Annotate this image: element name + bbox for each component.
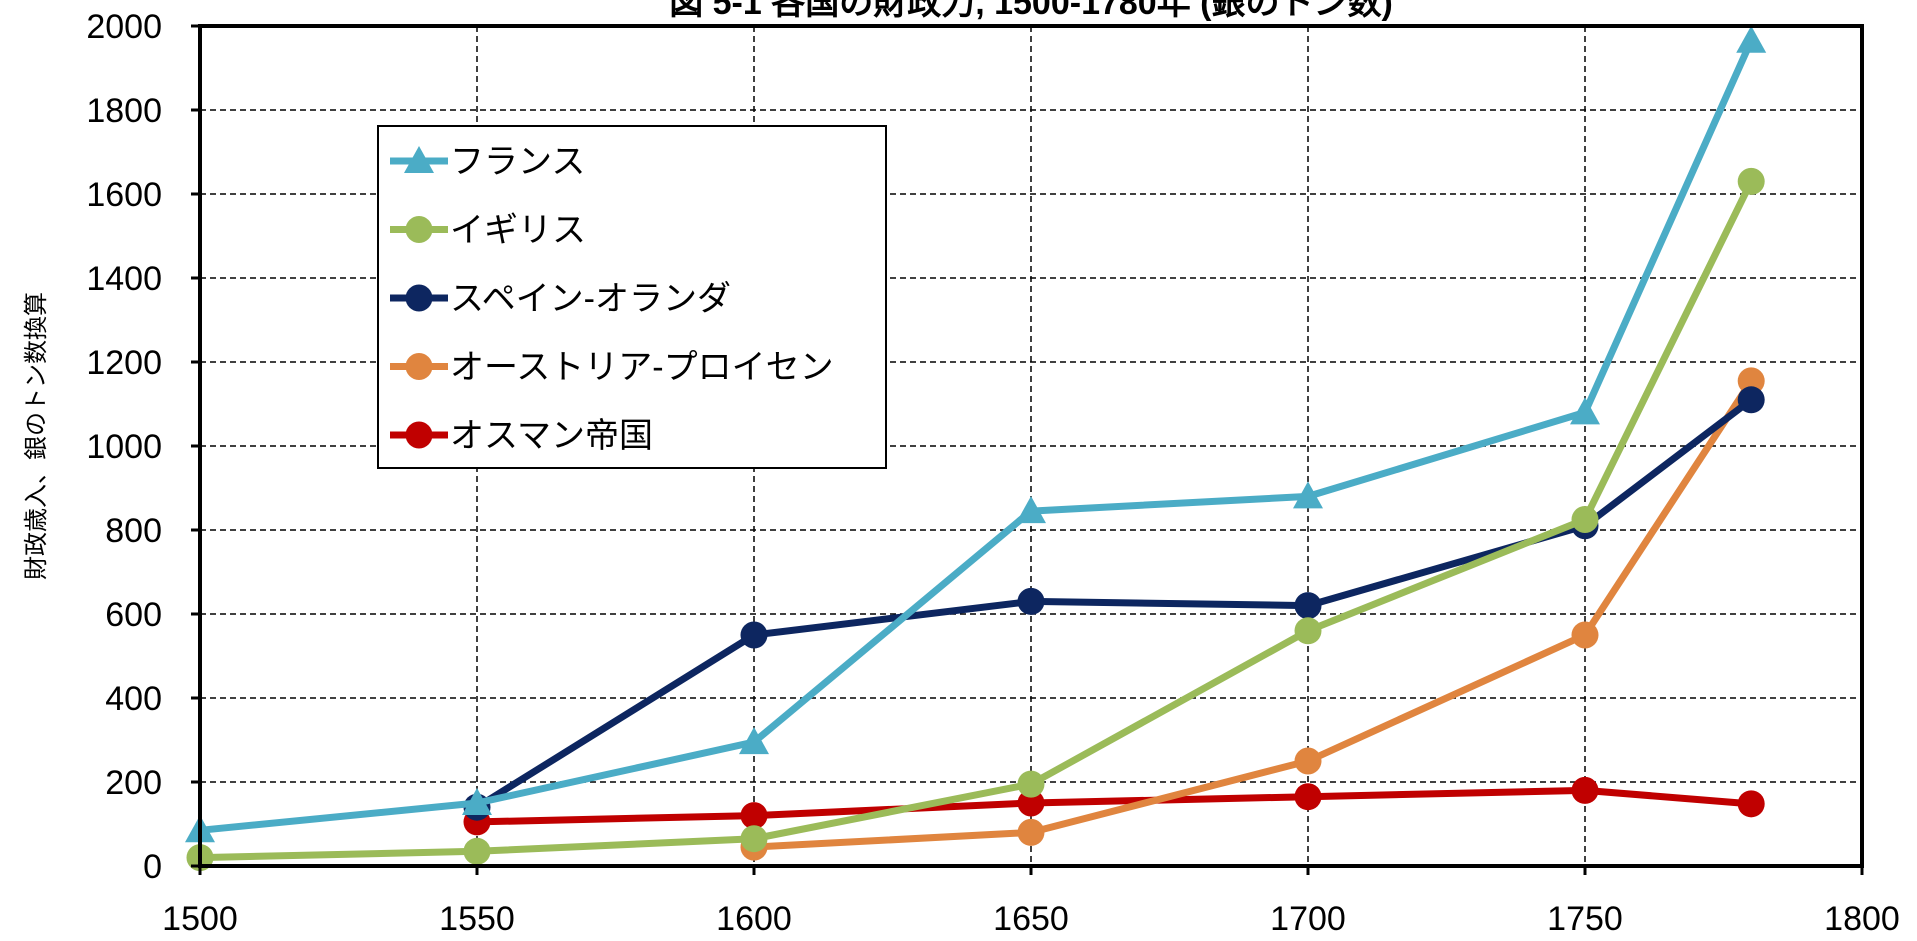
legend-label: オーストリア-プロイセン <box>450 349 834 387</box>
series-layer <box>185 25 1767 872</box>
x-tick-label: 1650 <box>993 900 1069 938</box>
data-point <box>740 621 768 649</box>
data-point <box>1294 617 1322 645</box>
legend-entry: スペイン-オランダ <box>390 280 731 318</box>
data-point <box>1737 386 1765 414</box>
x-tick-label: 1500 <box>162 900 238 938</box>
data-point <box>1737 167 1765 195</box>
data-point <box>1016 496 1046 524</box>
x-tick-label: 1550 <box>439 900 515 938</box>
data-point <box>1571 621 1599 649</box>
y-tick-label: 2000 <box>86 8 162 46</box>
data-point <box>1294 747 1322 775</box>
series-group <box>463 776 1765 836</box>
x-axis-ticks: 1500 1550 1600 1650 1700 1750 1800 <box>162 866 1900 938</box>
data-point <box>1736 25 1767 53</box>
x-tick-label: 1700 <box>1270 900 1346 938</box>
y-tick-label: 800 <box>105 512 162 550</box>
legend-swatch-marker <box>405 216 433 243</box>
data-point <box>1017 770 1045 798</box>
data-point <box>1017 789 1045 817</box>
data-point <box>462 788 492 815</box>
data-point <box>1571 506 1599 533</box>
data-point <box>463 837 491 865</box>
y-axis-label: 財政歳入、銀のトン数換算 <box>23 292 50 580</box>
y-tick-label: 600 <box>105 596 162 634</box>
legend-box <box>377 125 887 469</box>
y-axis-ticks: 0 200 400 600 800 1000 1200 1400 1600 1800 2000 <box>86 8 200 886</box>
y-tick-label: 200 <box>105 764 162 802</box>
legend-label: スペイン-オランダ <box>450 280 731 318</box>
data-point <box>1017 587 1045 615</box>
chart-title: 図 5-1 各国の財政力, 1500-1780年 (銀のトン数) <box>669 0 1393 22</box>
data-point <box>1737 367 1765 395</box>
y-tick-label: 1400 <box>86 260 162 298</box>
legend-label: フランス <box>450 143 585 181</box>
data-point <box>739 727 769 755</box>
y-tick-label: 1200 <box>86 344 162 382</box>
x-tick-label: 1800 <box>1824 900 1900 938</box>
series-line <box>475 397 1754 811</box>
legend-label: イギリス <box>450 212 586 250</box>
data-point <box>1017 818 1045 846</box>
y-tick-label: 1600 <box>86 176 162 214</box>
legend-entry: イギリス <box>390 212 586 250</box>
data-point <box>1570 397 1600 425</box>
legend-swatch-marker <box>405 421 433 449</box>
data-point <box>1294 592 1322 620</box>
y-tick-label: 1800 <box>86 92 162 130</box>
data-point <box>1737 790 1765 818</box>
legend-entry: オーストリア-プロイセン <box>390 349 834 387</box>
y-tick-label: 400 <box>105 680 162 718</box>
data-point <box>740 825 768 853</box>
y-tick-label: 0 <box>143 848 162 886</box>
series-line <box>476 786 1752 826</box>
legend-entry: フランス <box>390 143 585 181</box>
data-point <box>1294 783 1322 811</box>
y-tick-label: 1000 <box>86 428 162 466</box>
data-point <box>1293 481 1323 509</box>
legend-swatch-marker <box>405 353 433 380</box>
legend-label: オスマン帝国 <box>450 417 653 455</box>
legend-swatch-marker <box>405 284 433 312</box>
x-tick-label: 1600 <box>716 900 792 938</box>
legend-swatch-marker <box>404 146 434 173</box>
x-tick-label: 1750 <box>1547 900 1623 938</box>
data-point <box>1571 776 1599 804</box>
data-point <box>740 802 768 830</box>
legend-entry: オスマン帝国 <box>390 417 653 455</box>
